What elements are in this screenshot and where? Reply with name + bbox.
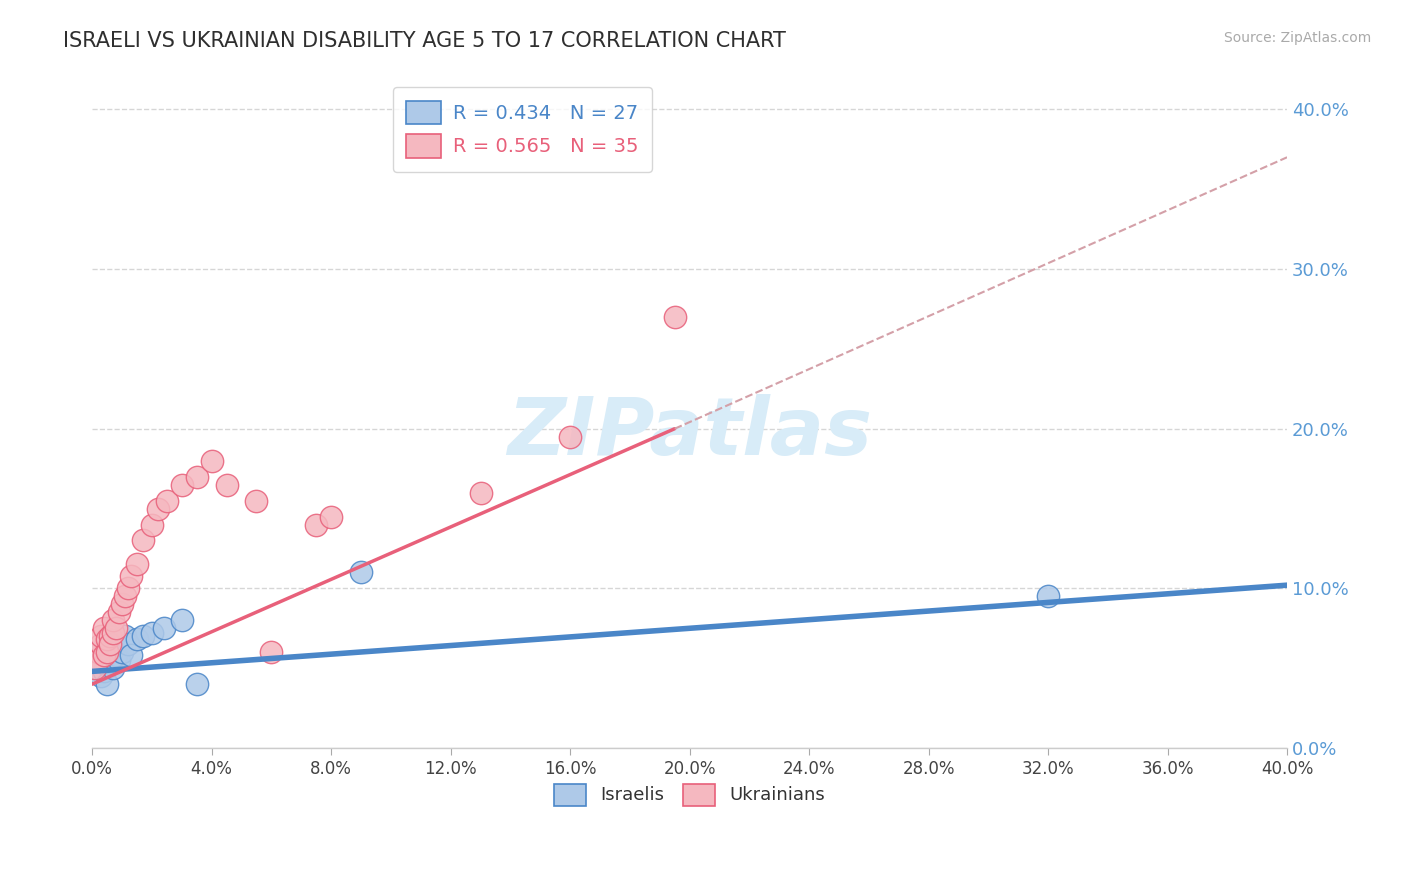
Point <box>117 582 139 596</box>
Point <box>114 629 136 643</box>
Point <box>120 568 142 582</box>
Point <box>111 645 134 659</box>
Text: ISRAELI VS UKRAINIAN DISABILITY AGE 5 TO 17 CORRELATION CHART: ISRAELI VS UKRAINIAN DISABILITY AGE 5 TO… <box>63 31 786 51</box>
Point <box>186 469 208 483</box>
Point <box>146 501 169 516</box>
Point <box>117 637 139 651</box>
Point <box>93 665 115 679</box>
Point <box>153 621 176 635</box>
Point <box>93 648 115 663</box>
Point <box>141 626 163 640</box>
Point <box>96 658 118 673</box>
Point <box>108 605 131 619</box>
Point <box>170 613 193 627</box>
Point <box>98 637 121 651</box>
Point <box>84 661 107 675</box>
Point <box>96 632 118 647</box>
Point <box>101 613 124 627</box>
Point <box>84 661 107 675</box>
Point <box>96 645 118 659</box>
Point <box>186 677 208 691</box>
Point <box>93 648 115 663</box>
Point <box>93 621 115 635</box>
Point <box>560 430 582 444</box>
Point <box>96 677 118 691</box>
Point <box>98 629 121 643</box>
Point <box>170 477 193 491</box>
Point <box>321 509 343 524</box>
Point <box>87 645 110 659</box>
Point <box>1036 590 1059 604</box>
Point <box>90 645 112 659</box>
Point <box>101 642 124 657</box>
Point <box>90 629 112 643</box>
Point <box>350 566 373 580</box>
Text: ZIPatlas: ZIPatlas <box>508 394 872 472</box>
Point <box>125 558 148 572</box>
Point <box>105 621 128 635</box>
Point <box>111 598 134 612</box>
Point <box>245 493 267 508</box>
Point <box>156 493 179 508</box>
Point <box>108 653 131 667</box>
Point <box>98 645 121 659</box>
Text: Source: ZipAtlas.com: Source: ZipAtlas.com <box>1223 31 1371 45</box>
Point <box>101 626 124 640</box>
Point <box>215 477 238 491</box>
Point <box>98 653 121 667</box>
Point <box>664 310 686 324</box>
Point <box>201 453 224 467</box>
Point <box>96 637 118 651</box>
Point <box>120 648 142 663</box>
Legend: Israelis, Ukrainians: Israelis, Ukrainians <box>547 776 832 813</box>
Point <box>105 648 128 663</box>
Point <box>90 669 112 683</box>
Point <box>101 661 124 675</box>
Point <box>132 629 155 643</box>
Point <box>87 653 110 667</box>
Point <box>132 533 155 548</box>
Point <box>470 485 492 500</box>
Point <box>114 590 136 604</box>
Point <box>260 645 283 659</box>
Point <box>141 517 163 532</box>
Point <box>90 637 112 651</box>
Point <box>125 632 148 647</box>
Point <box>305 517 328 532</box>
Point <box>87 653 110 667</box>
